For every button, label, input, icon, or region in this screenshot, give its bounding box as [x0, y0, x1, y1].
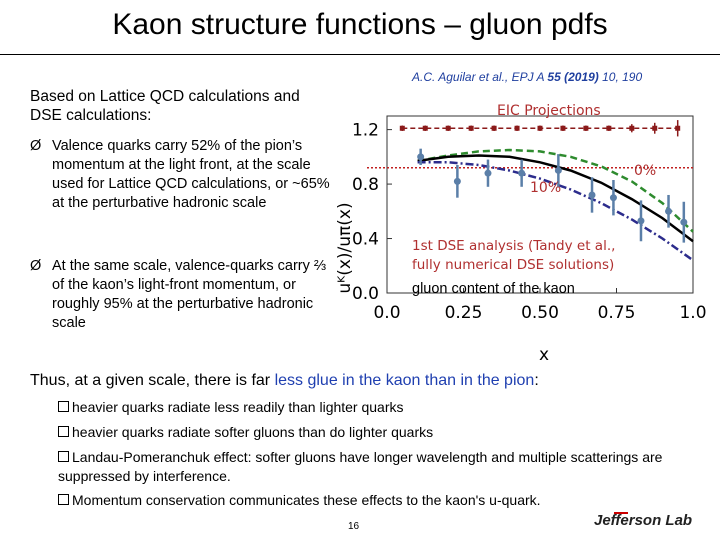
- reason-text: Momentum conservation communicates these…: [72, 492, 541, 508]
- citation-year: (2019): [564, 70, 599, 84]
- y-axis-label: uᴷ(x)/uπ(x): [335, 202, 355, 293]
- checkbox-bullet-icon: [58, 451, 69, 462]
- ratio-chart: 0.0 0.25 0.50 0.75 1.0 0.0 0.4 0.8 1.2 uᴷ(x)/uπ(…: [335, 115, 707, 365]
- citation-volume: 55: [547, 70, 561, 84]
- slide-title: Kaon structure functions – gluon pdfs: [112, 8, 608, 41]
- arrow-bullet-icon: Ø: [30, 258, 42, 274]
- series-line-0-: [417, 148, 694, 233]
- checkbox-bullet-icon: [58, 494, 69, 505]
- lattice-point: [518, 169, 526, 177]
- eic-point: [399, 125, 405, 131]
- bullet-item: Ø Valence quarks carry 52% of the pion’s…: [30, 137, 337, 213]
- x-tick-label: 0.75: [598, 303, 636, 323]
- reason-item: heavier quarks radiate softer gluons tha…: [58, 423, 668, 442]
- checkbox-bullet-icon: [58, 426, 69, 437]
- eic-projections-label: EIC Projections: [497, 103, 601, 119]
- checkbox-bullet-icon: [58, 401, 69, 412]
- page-number: 16: [348, 521, 360, 532]
- citation: A.C. Aguilar et al., EPJ A 55 (2019) 10,…: [412, 70, 642, 84]
- conclusion-text: Thus, at a given scale, there is far les…: [30, 372, 539, 390]
- eic-point: [675, 125, 681, 131]
- x-tick-label: 0.25: [445, 303, 483, 323]
- logo-accent: [614, 512, 628, 514]
- eic-point: [491, 125, 497, 131]
- logo-text: Jefferson Lab: [594, 512, 693, 529]
- series-line-1st-dse-analysis: [417, 154, 694, 243]
- conclusion-highlight: less glue in the kaon than in the pion: [274, 372, 535, 389]
- dse-label-line2: fully numerical DSE solutions): [412, 257, 615, 273]
- x-tick-label: 0.50: [521, 303, 559, 323]
- y-tick-label: 0.0: [352, 284, 379, 304]
- y-tick-label: 1.2: [352, 121, 379, 141]
- eic-point: [514, 125, 520, 131]
- arrow-bullet-icon: Ø: [30, 138, 42, 154]
- eic-point: [652, 125, 658, 131]
- citation-prefix: A.C. Aguilar et al., EPJ A: [412, 70, 548, 84]
- reason-text: heavier quarks radiate less readily than…: [72, 399, 404, 415]
- x-tick-label: 0.0: [373, 303, 400, 323]
- y-tick-label: 0.4: [352, 230, 379, 250]
- ten-percent-label: 10%: [530, 180, 562, 196]
- eic-point: [537, 125, 543, 131]
- reason-item: Landau-Pomeranchuk effect: softer gluons…: [58, 448, 668, 486]
- gluon-content-label: gluon content of the kaon: [412, 281, 575, 297]
- eic-point: [422, 125, 428, 131]
- eic-point: [629, 125, 635, 131]
- title-divider: [0, 54, 720, 55]
- bullet-text: At the same scale, valence-quarks carry …: [52, 258, 327, 331]
- citation-suffix: 10, 190: [598, 70, 643, 84]
- reason-text: heavier quarks radiate softer gluons tha…: [72, 424, 434, 440]
- dse-analysis-label: 1st DSE analysis (Tandy et al., fully nu…: [412, 237, 642, 275]
- reason-item: heavier quarks radiate less readily than…: [58, 398, 668, 417]
- lattice-point: [484, 169, 492, 177]
- eic-point: [583, 125, 589, 131]
- reason-text: Landau-Pomeranchuk effect: softer gluons…: [58, 449, 663, 484]
- zero-percent-label: 0%: [634, 163, 657, 179]
- jefferson-lab-logo: Jefferson Lab: [594, 512, 692, 529]
- lattice-point: [453, 177, 461, 185]
- lattice-point: [609, 194, 617, 202]
- lattice-point: [665, 207, 673, 215]
- eic-point: [445, 125, 451, 131]
- conclusion-suffix: :: [534, 372, 539, 389]
- y-tick-label: 0.8: [352, 175, 379, 195]
- bullet-item: Ø At the same scale, valence-quarks carr…: [30, 257, 337, 333]
- eic-point: [468, 125, 474, 131]
- lattice-point: [554, 166, 562, 174]
- lattice-point: [680, 218, 688, 226]
- lattice-point: [637, 217, 645, 225]
- reason-item: Momentum conservation communicates these…: [58, 491, 668, 510]
- eic-point: [606, 125, 612, 131]
- intro-text: Based on Lattice QCD calculations and DS…: [30, 88, 300, 124]
- series-line-10-: [417, 161, 694, 262]
- lattice-point: [417, 153, 425, 161]
- lattice-point: [588, 191, 596, 199]
- x-tick-label: 1.0: [679, 303, 706, 323]
- plot-layer: 0.0 0.25 0.50 0.75 1.0 0.0 0.4 0.8 1.2: [352, 115, 707, 323]
- x-axis-label: x: [539, 345, 549, 365]
- bullet-text: Valence quarks carry 52% of the pion’s m…: [52, 138, 330, 211]
- conclusion-prefix: Thus, at a given scale, there is far: [30, 372, 275, 389]
- dse-label-line1: 1st DSE analysis (Tandy et al.,: [412, 238, 616, 254]
- eic-point: [560, 125, 566, 131]
